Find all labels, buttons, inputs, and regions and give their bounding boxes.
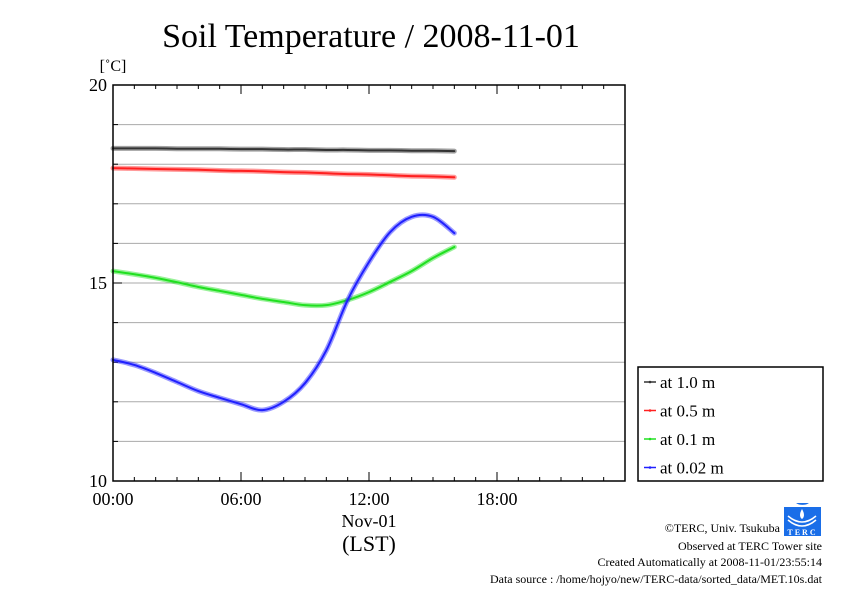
series-line-at-0-1-m: [112, 245, 456, 307]
legend-marker: [648, 380, 652, 384]
plot-area-frame: [112, 84, 626, 482]
x-tick-label: 00:00: [92, 489, 133, 509]
x-tick-label: 18:00: [476, 489, 517, 509]
legend-marker: [648, 409, 652, 412]
y-tick-label: 10: [89, 471, 107, 491]
legend-marker: [648, 437, 652, 441]
series-line-at-1-0-m: [112, 147, 456, 153]
legend-label: at 0.1 m: [660, 430, 715, 449]
axis-ticks: 10 15 20 00:00 06:00 12:00 18:00: [89, 75, 605, 509]
series-halo-3: [110, 212, 457, 413]
chart-title: Soil Temperature / 2008-11-01: [162, 18, 580, 55]
x-tick-label: 12:00: [348, 489, 389, 509]
x-axis-date-label: Nov-01: [342, 511, 397, 531]
series-lines: [110, 145, 457, 413]
series-line-at-0-02-m: [112, 213, 456, 412]
footer-copyright: ©TERC, Univ. Tsukuba: [665, 521, 781, 535]
footer-created: Created Automatically at 2008-11-01/23:5…: [597, 555, 822, 569]
y-axis-label: [˚C]: [100, 58, 127, 75]
legend: at 1.0 m at 0.5 m at 0.1 m at 0.02 m: [637, 366, 824, 482]
legend-marker: [648, 466, 652, 469]
series-line-at-0-5-m: [112, 167, 456, 179]
x-axis-label: (LST): [342, 531, 396, 556]
grid-lines: [113, 124, 625, 442]
svg-text:TERC: TERC: [787, 528, 817, 537]
legend-label: at 1.0 m: [660, 373, 715, 392]
legend-label: at 0.02 m: [660, 459, 724, 478]
footer-source: Data source : /home/hojyo/new/TERC-data/…: [490, 572, 823, 586]
y-tick-label: 20: [89, 75, 107, 95]
x-tick-label: 06:00: [220, 489, 261, 509]
footer-observed: Observed at TERC Tower site: [678, 539, 822, 553]
legend-label: at 0.5 m: [660, 402, 715, 421]
terc-logo: TERC: [784, 503, 821, 537]
y-tick-label: 15: [89, 273, 107, 293]
